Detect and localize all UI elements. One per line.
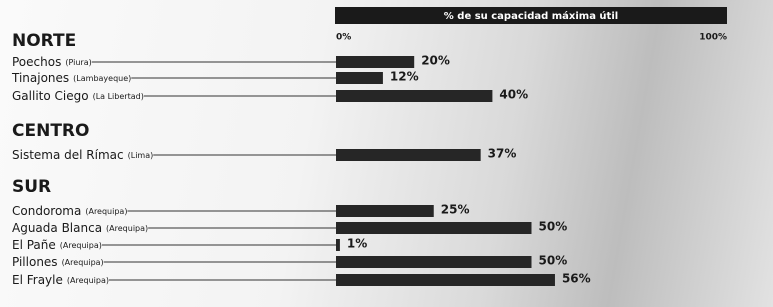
category-name: Gallito Ciego bbox=[12, 89, 89, 103]
category-location: (Arequipa) bbox=[106, 224, 148, 233]
bar bbox=[336, 72, 383, 84]
category-name: Tinajones bbox=[11, 71, 69, 85]
category-label: El Frayle (Arequipa) bbox=[12, 273, 109, 287]
category-location: (La Libertad) bbox=[93, 92, 144, 101]
bar bbox=[336, 239, 340, 251]
category-name: El Pañe bbox=[12, 238, 56, 252]
category-label: Aguada Blanca (Arequipa) bbox=[12, 221, 148, 235]
chart-title: % de su capacidad máxima útil bbox=[444, 10, 618, 22]
category-location: (Lambayeque) bbox=[73, 74, 131, 83]
value-label: 56% bbox=[562, 272, 591, 286]
category-name: Aguada Blanca bbox=[12, 221, 102, 235]
group-label: NORTE bbox=[12, 31, 76, 51]
bar bbox=[336, 256, 532, 268]
value-label: 12% bbox=[390, 70, 419, 84]
category-name: Poechos bbox=[12, 55, 61, 69]
category-label: Pillones (Arequipa) bbox=[12, 255, 104, 269]
bar bbox=[336, 149, 481, 161]
bar bbox=[336, 274, 555, 286]
bar bbox=[336, 56, 414, 68]
category-name: Pillones bbox=[12, 255, 58, 269]
category-location: (Arequipa) bbox=[67, 276, 109, 285]
category-label: Condoroma (Arequipa) bbox=[12, 204, 127, 218]
category-name: El Frayle bbox=[12, 273, 63, 287]
group-label: CENTRO bbox=[12, 121, 89, 141]
category-name: Condoroma bbox=[12, 204, 81, 218]
bar bbox=[336, 90, 492, 102]
value-label: 20% bbox=[421, 54, 450, 68]
value-label: 37% bbox=[488, 147, 517, 161]
value-label: 1% bbox=[347, 237, 367, 251]
bar bbox=[336, 222, 532, 234]
category-location: (Piura) bbox=[65, 58, 91, 67]
bar bbox=[336, 205, 434, 217]
category-label: Tinajones (Lambayeque) bbox=[11, 71, 131, 85]
value-label: 40% bbox=[499, 88, 528, 102]
category-label: Sistema del Rímac (Lima) bbox=[12, 148, 153, 162]
value-label: 50% bbox=[539, 254, 568, 268]
category-location: (Arequipa) bbox=[85, 207, 127, 216]
category-location: (Arequipa) bbox=[60, 241, 102, 250]
category-location: (Lima) bbox=[128, 151, 154, 160]
value-label: 50% bbox=[539, 220, 568, 234]
category-label: El Pañe (Arequipa) bbox=[12, 238, 102, 252]
x-tick-label: 0% bbox=[336, 33, 351, 43]
category-label: Poechos (Piura) bbox=[12, 55, 92, 69]
value-label: 25% bbox=[441, 203, 470, 217]
group-label: SUR bbox=[12, 177, 51, 197]
category-name: Sistema del Rímac bbox=[12, 148, 124, 162]
category-label: Gallito Ciego (La Libertad) bbox=[12, 89, 144, 103]
category-location: (Arequipa) bbox=[62, 258, 104, 267]
x-tick-label: 100% bbox=[699, 33, 727, 43]
chart: % de su capacidad máxima útil 0% 100% NORT… bbox=[0, 0, 773, 307]
